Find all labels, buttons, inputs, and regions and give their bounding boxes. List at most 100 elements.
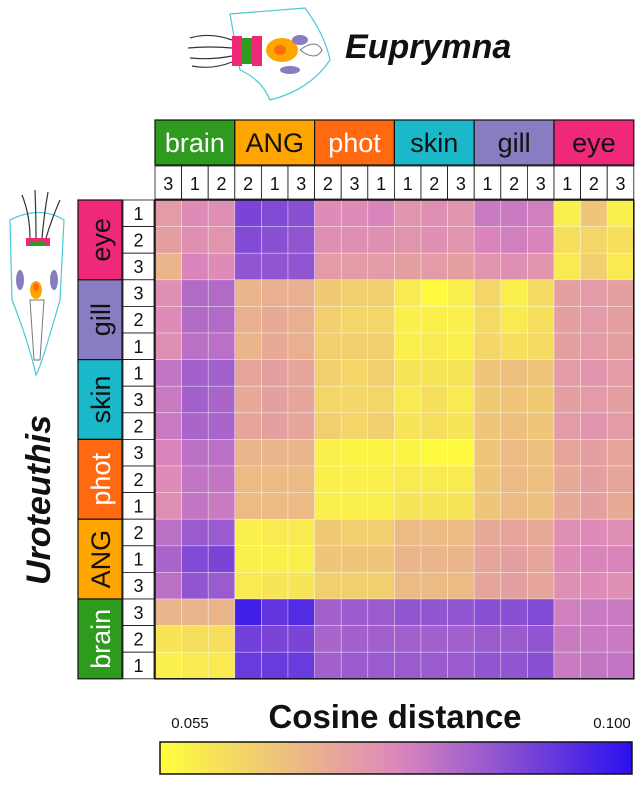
row-rep-label: 2	[133, 417, 143, 437]
heatmap-cell	[181, 359, 209, 387]
heatmap-cell	[314, 385, 342, 414]
heatmap-cell	[367, 492, 395, 520]
heatmap-cell	[606, 598, 635, 626]
heatmap-cell	[553, 359, 581, 387]
heatmap-cell	[606, 545, 635, 573]
heatmap-cell	[181, 279, 209, 307]
heatmap-cell	[420, 412, 448, 440]
heatmap-cell	[527, 359, 555, 387]
heatmap-cell	[234, 359, 262, 387]
row-rep-label: 1	[133, 363, 143, 383]
col-group-band-phot	[314, 119, 396, 166]
heatmap-cell	[447, 332, 475, 360]
heatmap-cell	[580, 625, 608, 653]
col-rep-label: 1	[562, 174, 572, 194]
heatmap-cell	[340, 279, 369, 307]
row-rep-label: 2	[133, 470, 143, 490]
heatmap-cell	[154, 385, 182, 414]
heatmap-cell	[340, 651, 369, 680]
heatmap-cell	[394, 226, 422, 254]
heatmap-cell	[181, 199, 209, 227]
heatmap-cell	[580, 545, 608, 573]
col-rep-label: 3	[456, 174, 466, 194]
heatmap-cell	[340, 412, 369, 440]
col-rep-label: 1	[190, 174, 200, 194]
heatmap-cell	[606, 651, 635, 680]
heatmap-cell	[207, 439, 236, 467]
heatmap-cell	[287, 332, 315, 360]
heatmap-cell	[154, 651, 182, 680]
heatmap-cell	[287, 625, 315, 653]
colorbar-min-label: 0.055	[171, 715, 209, 732]
heatmap-cell	[606, 252, 635, 281]
heatmap-cell	[154, 279, 182, 307]
col-group-label: phot	[328, 128, 381, 158]
heatmap-cell	[447, 625, 475, 653]
heatmap-cell	[181, 412, 209, 440]
col-rep-cell	[473, 165, 502, 200]
heatmap-cell	[580, 332, 608, 360]
heatmap-cell	[287, 465, 315, 493]
heatmap-cell	[580, 306, 608, 334]
row-rep-cell	[122, 226, 155, 254]
heatmap-cell	[367, 412, 395, 440]
heatmap-cell	[473, 226, 502, 254]
heatmap-cell	[234, 492, 262, 520]
heatmap-cell	[420, 306, 448, 334]
heatmap-cell	[340, 385, 369, 414]
heatmap-cell	[261, 385, 289, 414]
heatmap-cell	[261, 332, 289, 360]
row-group-label: brain	[86, 609, 116, 669]
col-group-band-brain	[154, 119, 236, 166]
heatmap-cell	[527, 252, 555, 281]
heatmap-cell	[580, 252, 608, 281]
heatmap-cell	[154, 306, 182, 334]
heatmap-cell	[606, 572, 635, 600]
heatmap-cell	[473, 545, 502, 573]
heatmap-cell	[181, 465, 209, 493]
heatmap-cell	[207, 518, 236, 547]
heatmap-cell	[181, 651, 209, 680]
heatmap-cell	[314, 439, 342, 467]
heatmap-cell	[234, 332, 262, 360]
heatmap-cell	[527, 439, 555, 467]
row-rep-label: 3	[133, 603, 143, 623]
row-group-band-phot	[77, 438, 123, 520]
heatmap-cell	[154, 226, 182, 254]
heatmap-cell	[234, 465, 262, 493]
col-group-label: eye	[572, 128, 616, 158]
heatmap-cell	[287, 518, 315, 547]
col-rep-cell	[154, 165, 183, 200]
col-rep-label: 3	[349, 174, 359, 194]
col-rep-label: 2	[323, 174, 333, 194]
heatmap-cell	[606, 625, 635, 653]
heatmap-cell	[500, 572, 528, 600]
heatmap-cell	[527, 572, 555, 600]
row-rep-label: 3	[133, 257, 143, 277]
row-rep-label: 2	[133, 523, 143, 543]
heatmap-cell	[606, 226, 635, 254]
heatmap-cell	[314, 492, 342, 520]
heatmap-cell	[553, 332, 581, 360]
row-rep-label: 3	[133, 284, 143, 304]
heatmap-cell	[340, 492, 369, 520]
row-group-label: ANG	[86, 530, 116, 589]
heatmap-cell	[553, 412, 581, 440]
heatmap-cell	[527, 385, 555, 414]
heatmap-cell	[580, 385, 608, 414]
row-rep-label: 2	[133, 230, 143, 250]
colorbar-title: Cosine distance	[268, 698, 521, 735]
heatmap-cell	[447, 412, 475, 440]
heatmap-cell	[367, 598, 395, 626]
heatmap-cell	[367, 465, 395, 493]
heatmap-cell	[234, 651, 262, 680]
heatmap-cell	[154, 465, 182, 493]
heatmap-cell	[367, 279, 395, 307]
heatmap-cell	[580, 439, 608, 467]
heatmap-cell	[234, 199, 262, 227]
heatmap-cell	[420, 332, 448, 360]
heatmap-cell	[420, 439, 448, 467]
heatmap-cell	[580, 465, 608, 493]
heatmap-cell	[207, 625, 236, 653]
